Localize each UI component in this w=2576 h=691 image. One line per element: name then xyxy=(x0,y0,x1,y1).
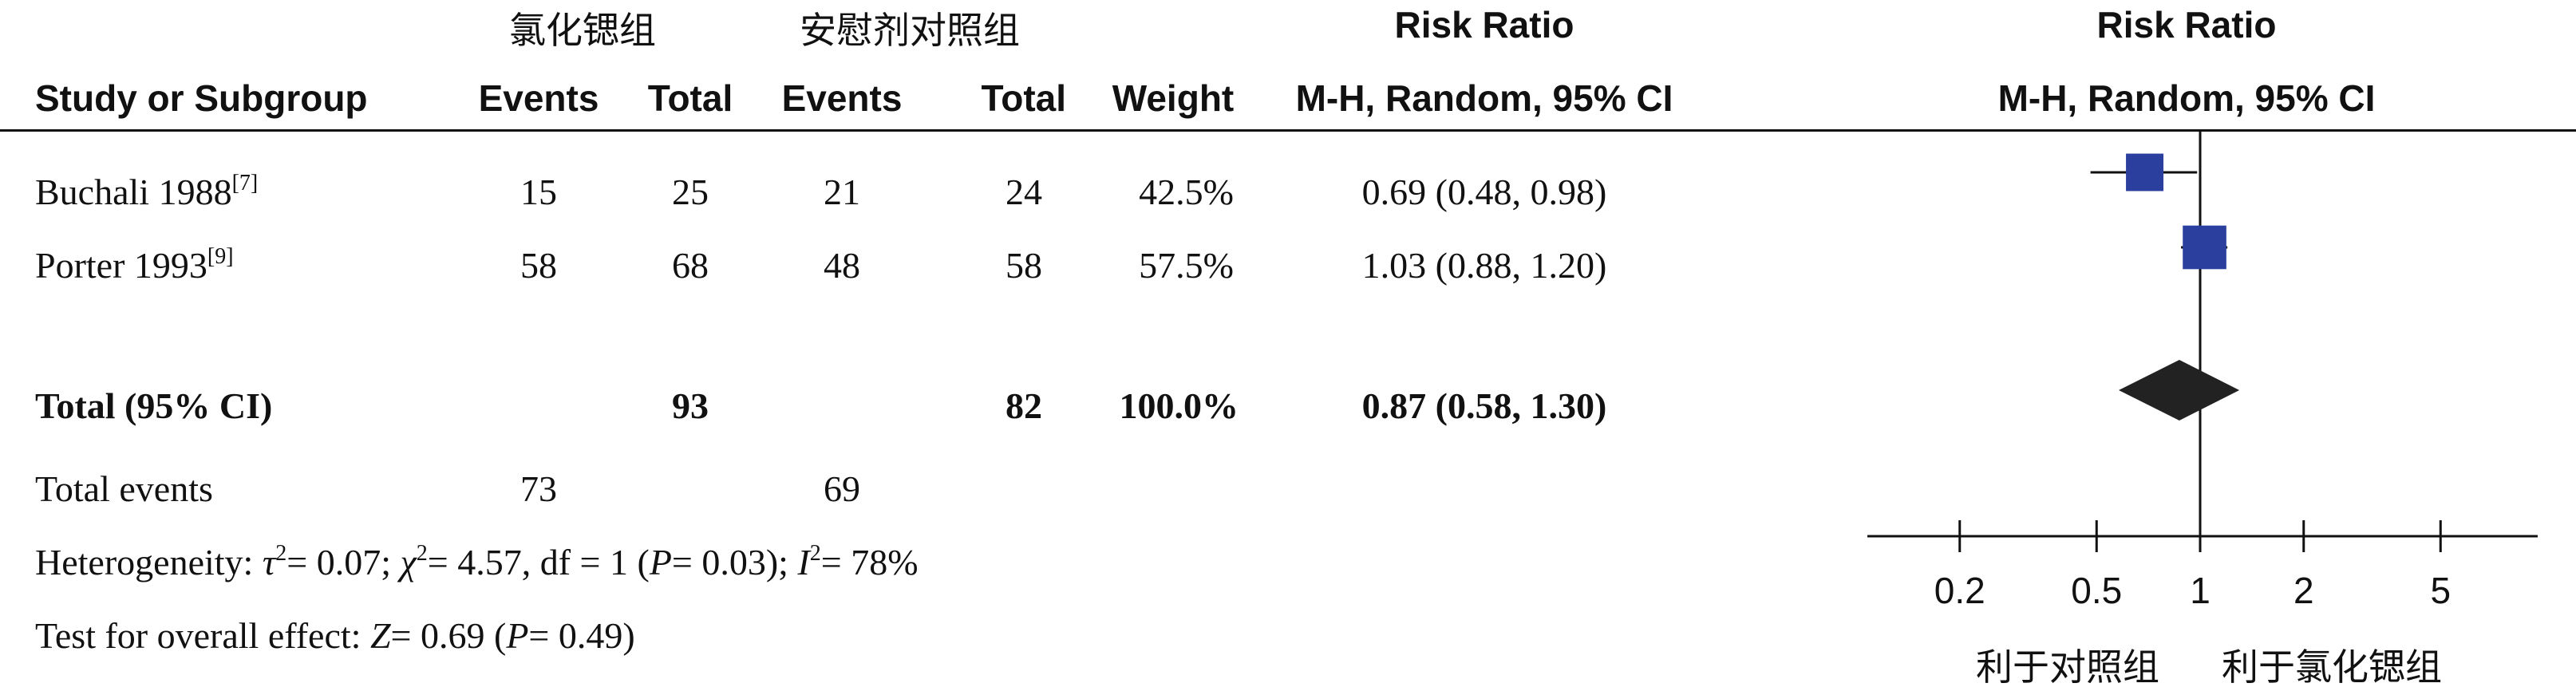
overall-effect-test: Test for overall effect: Z= 0.69 (P= 0.4… xyxy=(35,615,635,656)
events-control-header: Events xyxy=(781,77,903,119)
favours-treatment-label: 利于氯化锶组 xyxy=(2222,646,2442,689)
pooled-effect-diamond xyxy=(2119,360,2240,421)
ci-text-buchali: 0.69 (0.48, 0.98) xyxy=(1361,172,1607,212)
events-treatment-porter: 58 xyxy=(520,245,557,286)
weight-porter: 57.5% xyxy=(1139,245,1234,286)
x-axis-tick-label: 0.5 xyxy=(2071,570,2122,611)
method-plot-header: M-H, Random, 95% CI xyxy=(1997,77,2376,119)
treatment-group-header: 氯化锶组 xyxy=(509,9,656,52)
total-ci-text: 0.87 (0.58, 1.30) xyxy=(1361,385,1607,426)
events-control-buchali: 21 xyxy=(824,172,860,212)
total-treatment-header: Total xyxy=(647,77,733,119)
total-events-label: Total events xyxy=(35,468,213,509)
total-events-control: 69 xyxy=(824,468,860,509)
total-control-header: Total xyxy=(981,77,1066,119)
events-treatment-buchali: 15 xyxy=(520,172,557,212)
method-column-header: M-H, Random, 95% CI xyxy=(1295,77,1673,119)
control-group-header: 安慰剂对照组 xyxy=(800,9,1020,52)
total-control-porter: 58 xyxy=(1006,245,1042,286)
x-axis-tick-label: 0.2 xyxy=(1934,570,1985,611)
header-rule xyxy=(0,129,2576,132)
total-treatment-buchali: 25 xyxy=(672,172,709,212)
study-effect-marker xyxy=(2183,225,2226,270)
study-column-header: Study or Subgroup xyxy=(35,77,368,119)
total-weight: 100.0% xyxy=(1119,385,1239,426)
events-treatment-header: Events xyxy=(478,77,599,119)
x-axis-tick-label: 1 xyxy=(2190,570,2211,611)
ci-text-porter: 1.03 (0.88, 1.20) xyxy=(1361,245,1607,286)
x-axis-tick-label: 2 xyxy=(2294,570,2314,611)
study-name-buchali: Buchali 1988[7] xyxy=(35,171,259,212)
x-axis-tick-label: 5 xyxy=(2430,570,2451,611)
weight-buchali: 42.5% xyxy=(1139,172,1234,212)
study-name-porter: Porter 1993[9] xyxy=(35,244,234,286)
total-treatment-porter: 68 xyxy=(672,245,709,286)
risk-ratio-column-header: Risk Ratio xyxy=(1394,4,1574,45)
total-label: Total (95% CI) xyxy=(35,385,273,426)
total-treatment-n: 93 xyxy=(672,385,709,426)
total-control-n: 82 xyxy=(1006,385,1042,426)
favours-control-label: 利于对照组 xyxy=(1976,646,2159,689)
total-control-buchali: 24 xyxy=(1006,172,1042,212)
heterogeneity-stats: Heterogeneity: τ2= 0.07; χ2= 4.57, df = … xyxy=(35,541,919,582)
study-effect-marker xyxy=(2126,153,2164,192)
total-events-treatment: 73 xyxy=(520,468,557,509)
risk-ratio-plot-header: Risk Ratio xyxy=(2096,4,2277,45)
events-control-porter: 48 xyxy=(824,245,860,286)
weight-header: Weight xyxy=(1112,77,1235,119)
